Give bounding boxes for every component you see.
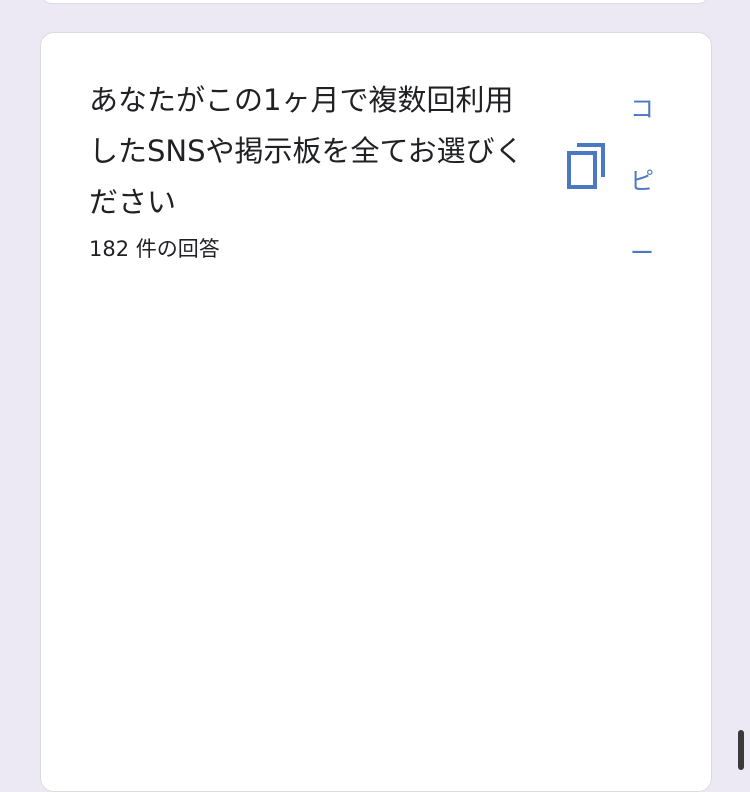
response-count: 182 件の回答 xyxy=(89,237,220,261)
question-title: あなたがこの1ヶ月で複数回利用したSNSや掲示板を全てお選びください xyxy=(89,83,524,219)
copy-label-char-3: ー xyxy=(630,239,654,267)
copy-label-char-1: コ xyxy=(630,95,654,123)
question-card: あなたがこの1ヶ月で複数回利用したSNSや掲示板を全てお選びください 182 件… xyxy=(40,32,712,792)
copy-button-label[interactable]: コ ピ ー xyxy=(627,73,657,289)
copy-icon[interactable] xyxy=(565,141,607,191)
copy-label-char-2: ピ xyxy=(630,167,654,195)
scrollbar-thumb[interactable] xyxy=(738,730,744,770)
